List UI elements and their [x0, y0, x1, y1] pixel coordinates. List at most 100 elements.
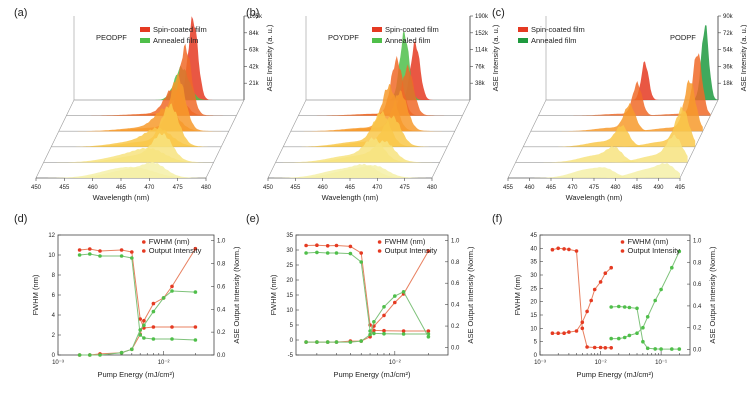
right-tick-label: 0.4	[451, 303, 460, 309]
left-tick-label: 25	[530, 286, 537, 292]
data-point	[598, 345, 603, 350]
data-point	[325, 251, 330, 255]
spectrum-trace	[36, 166, 206, 178]
data-point	[609, 336, 613, 341]
data-point	[130, 256, 134, 260]
spectrum-trace	[43, 147, 214, 163]
data-point	[170, 337, 174, 341]
data-point	[304, 243, 308, 248]
spectrum-trace	[51, 127, 222, 147]
right-tick-label: 0.8	[451, 260, 460, 266]
data-point	[635, 306, 639, 311]
data-point	[372, 320, 376, 324]
data-point	[659, 287, 663, 292]
legend-marker	[620, 249, 625, 253]
panel-label: (e)	[246, 213, 259, 225]
right-tick-label: 0.4	[217, 307, 226, 313]
spectrum-trace	[283, 115, 448, 147]
right-tick-label: 0.0	[217, 353, 226, 359]
data-point	[580, 320, 585, 325]
left-tick-label: 0	[534, 353, 538, 359]
right-tick-label: 0.6	[451, 281, 460, 287]
left-tick-label: 35	[530, 260, 537, 266]
panel-label: (a)	[14, 7, 27, 19]
data-point	[88, 353, 92, 357]
left-tick-label: 20	[530, 300, 537, 306]
panel-label: (b)	[246, 7, 259, 19]
wavelength-tick-label: 480	[427, 185, 438, 191]
left-tick-label: 4	[52, 313, 56, 319]
intensity-tick-label: 54k	[723, 48, 734, 54]
left-tick-label: 35	[286, 233, 293, 239]
x-axis-label: Pump Energy (mJ/cm²)	[97, 370, 175, 379]
legend-swatch	[372, 38, 382, 43]
right-tick-label: 0.2	[217, 330, 226, 336]
intensity-tick-label: 72k	[723, 31, 734, 37]
right-tick-label: 0.0	[451, 346, 460, 352]
spectrum-trace	[275, 137, 440, 163]
spectrum-trace	[36, 161, 206, 178]
legend-swatch	[140, 27, 150, 32]
data-point	[598, 280, 603, 284]
x-axis-label: Pump Energy (mJ/cm²)	[576, 370, 654, 379]
left-tick-label: 20	[286, 278, 293, 284]
left-tick-label: 10	[48, 253, 55, 259]
data-point	[603, 271, 608, 276]
left-tick-label: 2	[52, 333, 56, 339]
y-axis-label: ASE Intensity (a. u.)	[739, 24, 747, 91]
data-point	[325, 244, 330, 248]
data-point	[119, 248, 124, 252]
x-axis-label: Wavelength (nm)	[93, 193, 150, 202]
data-point	[170, 284, 174, 289]
wavelength-tick-label: 465	[116, 185, 127, 191]
y-axis-label: FWHM (nm)	[269, 274, 278, 315]
legend-label: Spin-coated film	[385, 25, 439, 34]
x-axis-label: Wavelength (nm)	[566, 193, 623, 202]
right-tick-label: 0.6	[693, 282, 702, 288]
data-point	[170, 325, 174, 329]
data-point	[580, 326, 585, 331]
data-point	[426, 249, 431, 253]
left-tick-label: 0	[290, 338, 294, 344]
data-point	[609, 305, 613, 309]
data-point	[315, 250, 319, 255]
intensity-tick-label: 18k	[723, 81, 734, 87]
wavelength-tick-label: 450	[263, 185, 274, 191]
data-point	[98, 353, 102, 357]
spectrum-trace	[66, 43, 237, 116]
intensity-tick-label: 63k	[249, 48, 260, 54]
x-tick-label: 10⁻²	[595, 360, 607, 366]
data-point	[609, 265, 613, 270]
x-axis-label: Wavelength (nm)	[322, 193, 379, 202]
fit-line	[306, 251, 429, 335]
y2-axis-label: ASE Output Intensity (Norm.)	[232, 246, 241, 344]
data-point	[98, 254, 102, 258]
spectrum-trace	[268, 163, 432, 178]
data-point	[193, 338, 198, 342]
data-point	[393, 294, 397, 298]
spectrum-trace	[275, 140, 440, 163]
data-point	[315, 340, 319, 344]
fwhm-panel-5: (f) 0 5 10 15 20 25 30 35 40 45 0.0 0.2 0.4 0.6 0.8 1.0 1…	[492, 213, 717, 379]
data-point	[348, 251, 353, 256]
data-point	[653, 298, 657, 303]
right-tick-label: 0.8	[693, 260, 702, 266]
wavelength-tick-label: 455	[503, 185, 514, 191]
right-tick-label: 0.4	[693, 304, 702, 310]
legend-marker	[377, 240, 382, 244]
spectrum-trace	[58, 106, 229, 132]
wavelength-tick-label: 470	[372, 185, 383, 191]
legend-label: Annealed film	[531, 36, 576, 45]
data-point	[130, 250, 134, 254]
wavelength-tick-label: 475	[589, 185, 600, 191]
data-point	[77, 353, 82, 357]
legend-label: Output Intensity	[385, 246, 438, 255]
right-tick-label: 1.0	[217, 239, 226, 245]
data-point	[130, 347, 134, 352]
legend-label: Annealed film	[153, 36, 198, 45]
left-tick-label: 12	[48, 233, 55, 239]
intensity-tick-label: 84k	[249, 31, 260, 37]
